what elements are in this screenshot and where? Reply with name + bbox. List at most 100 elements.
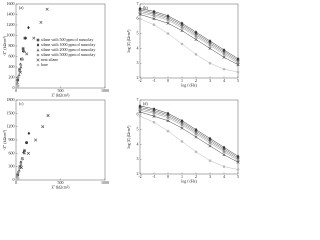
marker	[19, 162, 23, 165]
marker	[19, 65, 23, 69]
x-tick-label: -1	[152, 174, 155, 179]
y-tick-label: 6	[137, 112, 139, 117]
panel-label: (c)	[19, 101, 24, 106]
marker	[166, 116, 170, 120]
x-tick-label: 0	[15, 180, 17, 185]
marker	[166, 119, 170, 123]
marker	[24, 36, 28, 40]
marker	[18, 70, 22, 74]
marker	[208, 46, 212, 50]
marker	[18, 165, 22, 168]
panel-label: (a)	[19, 5, 24, 10]
series-line	[139, 14, 239, 65]
marker	[194, 35, 198, 38]
y-tick-label: 200	[9, 74, 15, 79]
marker	[166, 111, 170, 116]
marker	[152, 114, 156, 118]
y-tick-label: 1400	[7, 11, 15, 16]
marker	[16, 84, 20, 87]
figure: 0 500 100002004006008001000120014001600Z' …	[2, 1, 240, 189]
x-tick-label: 2	[195, 174, 197, 179]
marker	[194, 127, 198, 132]
x-tick-label: 4	[223, 78, 225, 83]
panel-label: (b)	[143, 5, 148, 10]
y-tick-label: 6	[137, 16, 139, 21]
marker	[16, 171, 20, 174]
marker	[138, 6, 142, 11]
x-tick-label: 0	[15, 88, 17, 93]
marker	[26, 151, 30, 155]
marker	[21, 49, 25, 53]
marker	[208, 141, 212, 145]
marker	[27, 131, 31, 136]
legend-label: neat silane	[41, 57, 58, 62]
x-tick-label: -1	[152, 78, 155, 83]
x-axis-label: log f (Hz)	[181, 82, 197, 87]
marker	[208, 159, 212, 162]
series-line	[139, 11, 239, 62]
x-tick-label: 3	[209, 174, 211, 179]
legend-label: bare	[41, 62, 48, 67]
y-tick-label: 2	[137, 171, 139, 176]
x-tick-label: 1000	[101, 180, 109, 185]
marker	[236, 154, 240, 158]
marker	[236, 57, 240, 61]
marker	[19, 166, 23, 170]
marker	[166, 14, 170, 18]
marker	[222, 48, 226, 52]
legend-marker	[36, 38, 40, 42]
y-tick-label: 7	[137, 1, 139, 6]
y-tick-label: 3	[137, 60, 139, 65]
y-tick-label: 5	[137, 31, 139, 36]
marker	[34, 138, 38, 142]
marker	[180, 26, 184, 29]
x-axis-label: Z' (kΩcm²)	[52, 92, 71, 97]
marker	[222, 153, 226, 157]
series-line	[139, 105, 239, 157]
marker	[152, 23, 156, 27]
y-tick-label: 1500	[7, 110, 15, 115]
legend-marker	[36, 53, 40, 57]
marker	[194, 38, 198, 42]
marker	[194, 53, 198, 56]
x-tick-label: 5	[237, 174, 239, 179]
marker	[46, 114, 50, 118]
y-axis-label: -Z'' (kΩcm²)	[2, 35, 7, 56]
y-axis-label: -Z'' (kΩcm²)	[2, 129, 7, 150]
plot-frame	[139, 99, 239, 175]
x-tick-label: 1	[181, 78, 183, 83]
panel-label: (d)	[143, 101, 148, 106]
y-tick-label: 600	[9, 150, 15, 155]
marker	[180, 21, 184, 25]
y-axis-label: log |Z| (Ωcm²)	[126, 29, 131, 53]
marker	[194, 132, 198, 136]
y-tick-label: 3	[137, 156, 139, 161]
marker	[222, 67, 226, 71]
series-line	[139, 9, 239, 61]
y-tick-label: 5	[137, 127, 139, 132]
marker	[21, 47, 25, 50]
marker	[166, 18, 170, 22]
marker	[180, 126, 184, 130]
y-tick-label: 0	[13, 177, 15, 182]
y-tick-label: 600	[9, 53, 15, 58]
x-tick-label: 5	[237, 78, 239, 83]
marker	[17, 73, 21, 77]
x-tick-label: 500	[58, 88, 64, 93]
series-line	[139, 18, 239, 73]
y-tick-label: 300	[9, 164, 15, 169]
series-line	[139, 110, 239, 161]
page: 0 500 1000 0 200 400 600 800 1000 1200 1400 1600 Z' …	[1, 0, 240, 189]
marker	[208, 144, 212, 148]
marker	[152, 112, 156, 115]
marker	[180, 119, 184, 123]
marker	[22, 49, 27, 53]
legend-marker	[36, 58, 40, 62]
y-tick-label: 0	[13, 85, 15, 90]
y-tick-label: 1200	[7, 22, 15, 27]
marker	[222, 145, 226, 150]
marker	[25, 52, 29, 56]
legend-marker	[36, 63, 40, 67]
y-tick-label: 400	[9, 64, 15, 69]
x-tick-label: 2	[195, 78, 197, 83]
